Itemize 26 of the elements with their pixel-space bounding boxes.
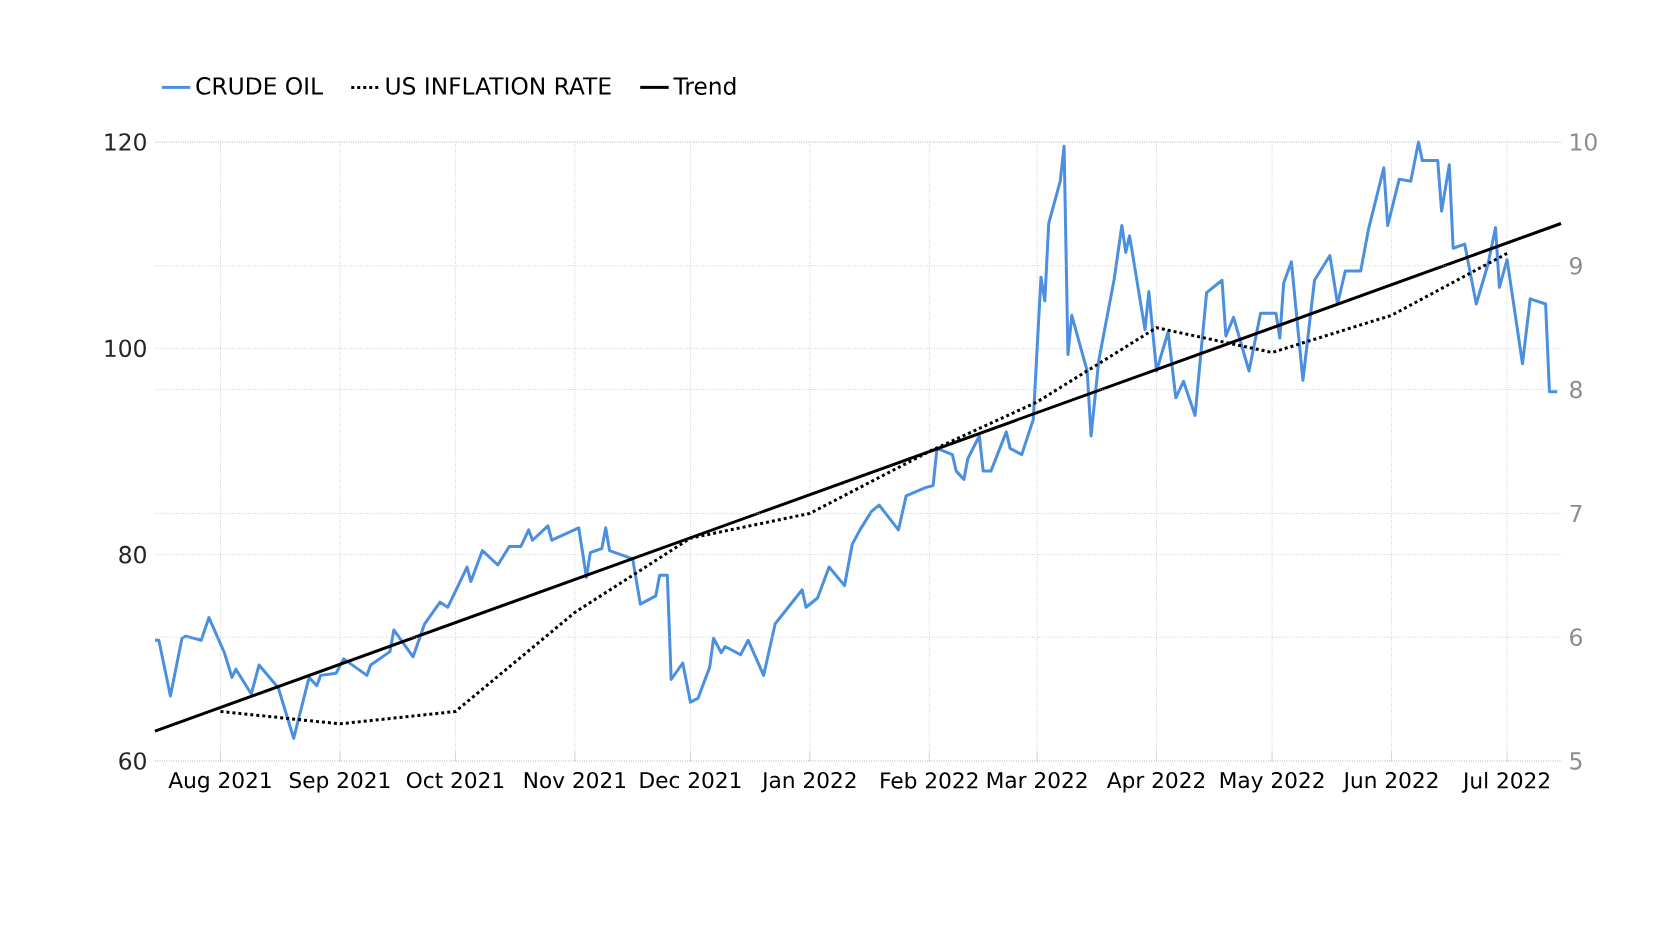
y-tick-label: 60: [119, 752, 146, 770]
legend-label: CRUDE OIL: [196, 77, 323, 95]
x-tick-label: Dec 2021: [640, 771, 741, 789]
y2-tick-label: 5: [1570, 752, 1582, 770]
x-tick-label: Oct 2021: [406, 771, 504, 789]
x-tick-label: Apr 2022: [1106, 771, 1205, 793]
x-tick-label: Jul 2022: [1461, 771, 1549, 793]
y-tick-label: 120: [105, 133, 146, 151]
y-tick-label: 100: [105, 339, 146, 358]
x-tick-label: Jun 2022: [1342, 771, 1438, 793]
y2-tick-label: 10: [1571, 133, 1597, 151]
x-tick-label: Mar 2022: [987, 771, 1087, 789]
y2-tick-label: 7: [1570, 504, 1582, 522]
y2-tick-label: 9: [1570, 256, 1582, 275]
x-tick-label: Nov 2021: [524, 771, 626, 789]
x-tick-label: May 2022: [1220, 771, 1324, 793]
y2-tick-label: 8: [1570, 380, 1582, 399]
y-tick-label: 80: [119, 545, 146, 564]
line-series: [153, 140, 1559, 740]
x-tick-label: Feb 2022: [881, 771, 978, 789]
x-tick-label: Jan 2022: [761, 771, 856, 793]
legend-label: US INFLATION RATE: [386, 77, 611, 95]
x-tick-label: Aug 2021: [168, 771, 271, 793]
x-tick-label: Sep 2021: [289, 771, 390, 793]
legend-label: Trend: [673, 76, 736, 95]
y2-tick-label: 6: [1570, 628, 1582, 647]
